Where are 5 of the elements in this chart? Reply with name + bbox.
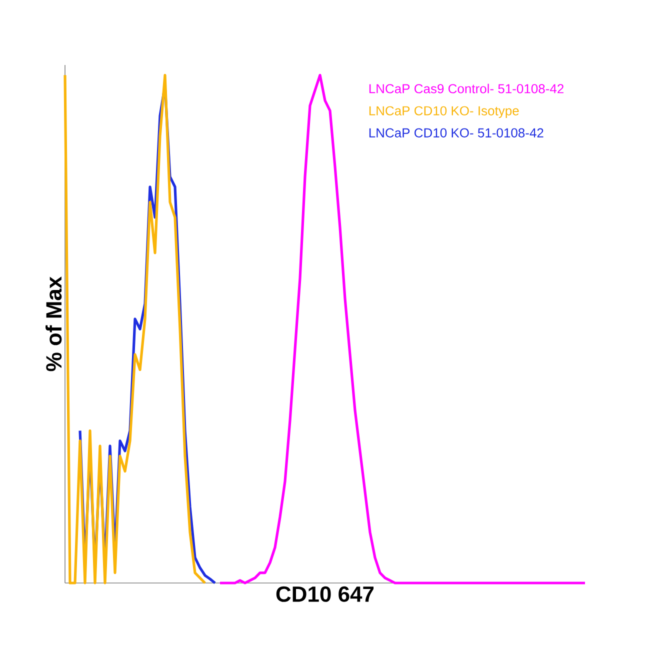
x-axis-title: CD10 647 — [276, 586, 374, 602]
y-axis-title: % of Max — [46, 276, 62, 372]
text: LNCaP CD10 KO- 51-0108-42 — [369, 128, 544, 138]
text: LNCaP Cas9 Control- 51-0108-42 — [369, 84, 564, 94]
text: LNCaP CD10 KO- Isotype — [369, 106, 519, 118]
